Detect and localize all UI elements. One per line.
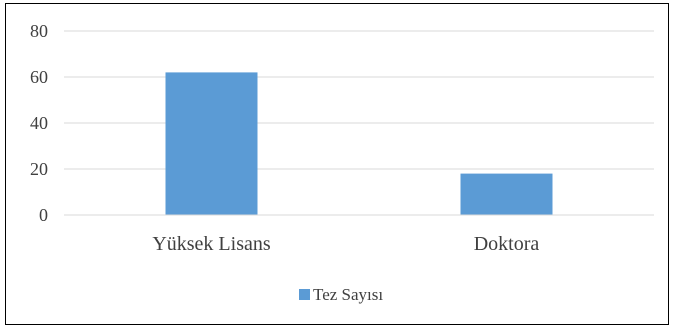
bar-yuksek-lisans — [165, 72, 258, 216]
gridlines — [64, 30, 654, 170]
x-category-label-yuksek-lisans: Yüksek Lisans — [152, 233, 271, 255]
x-axis-categories: Yüksek Lisans Doktora — [152, 233, 539, 255]
legend: Tez Sayısı — [299, 285, 383, 304]
chart-frame — [5, 3, 669, 325]
y-tick-label-40: 40 — [30, 113, 48, 133]
y-tick-label-20: 20 — [30, 159, 48, 179]
legend-swatch-tez-sayisi — [299, 289, 310, 300]
y-tick-label-0: 0 — [39, 205, 48, 225]
y-tick-label-60: 60 — [30, 67, 48, 87]
bars — [165, 72, 553, 216]
legend-label-tez-sayisi: Tez Sayısı — [313, 285, 383, 304]
y-tick-label-80: 80 — [30, 21, 48, 41]
x-category-label-doktora: Doktora — [474, 233, 540, 255]
y-axis-ticks: 0 20 40 60 80 — [30, 21, 48, 225]
bar-doktora — [460, 173, 553, 215]
